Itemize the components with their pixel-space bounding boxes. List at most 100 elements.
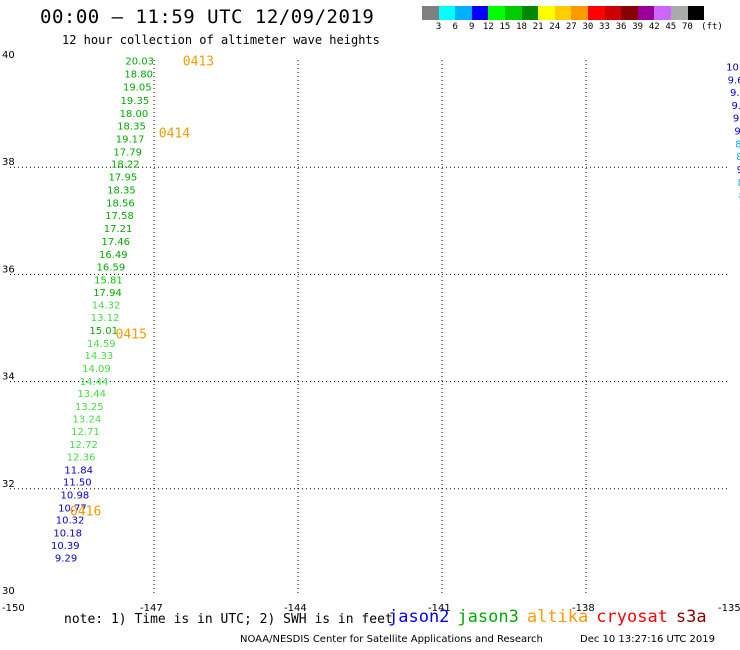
color-swatch xyxy=(637,6,655,20)
pass-id-label: 0415 xyxy=(116,328,147,343)
swh-value-label: 10.18 xyxy=(53,529,82,540)
swh-value-label: 11.84 xyxy=(64,465,93,476)
swh-value-label: 9.06 xyxy=(737,165,740,176)
lat-tick-label: 36 xyxy=(2,264,15,275)
swh-value-label: 19.05 xyxy=(123,83,152,94)
color-scale-label: 45 xyxy=(665,22,677,32)
color-swatch xyxy=(621,6,638,20)
lon-tick-label: -150 xyxy=(2,603,25,614)
lon-tick-label: -144 xyxy=(284,603,307,614)
swh-value-label: 19.17 xyxy=(116,135,145,146)
satellite-legend-item: s3a xyxy=(675,607,707,627)
swh-value-label: 18.00 xyxy=(120,109,149,120)
color-swatch xyxy=(471,6,489,20)
swh-value-label: 14.09 xyxy=(82,364,111,375)
swh-value-label: 10.77 xyxy=(58,503,87,514)
swh-value-label: 8.69 xyxy=(735,139,740,150)
swh-value-label: 12.36 xyxy=(67,452,96,463)
swh-value-label: 15.81 xyxy=(94,276,123,287)
color-scale-label: 12 xyxy=(482,22,494,32)
color-swatch xyxy=(422,6,439,20)
color-scale-label: (ft) xyxy=(701,22,723,32)
swh-value-label: 14.33 xyxy=(85,351,114,362)
swh-value-label: 11.50 xyxy=(63,478,92,489)
swh-value-label: 18.56 xyxy=(106,198,135,209)
color-swatch xyxy=(670,6,688,20)
satellite-legend-item: jason3 xyxy=(457,607,519,627)
swh-value-label: 8.67 xyxy=(738,178,740,189)
swh-value-label: 18.22 xyxy=(111,160,140,171)
color-scale-label: 18 xyxy=(516,22,527,32)
swh-value-label: 18.80 xyxy=(124,70,153,81)
swh-value-label: 8.75 xyxy=(739,191,740,202)
satellite-legend-item: altika xyxy=(526,607,589,627)
pass-id-label: 0414 xyxy=(159,127,190,142)
color-scale-label: 27 xyxy=(565,22,577,32)
swh-value-label: 8.32 xyxy=(736,152,740,163)
color-swatch xyxy=(488,6,505,20)
lon-tick-label: -147 xyxy=(140,603,163,614)
credit-line: NOAA/NESDIS Center for Satellite Applica… xyxy=(240,634,543,645)
swh-value-label: 9.89 xyxy=(733,114,740,125)
color-swatch xyxy=(654,6,671,20)
color-swatch xyxy=(538,6,555,20)
swh-value-label: 9.79 xyxy=(730,88,740,99)
swh-value-label: 16.59 xyxy=(97,263,126,274)
color-scale-label: 36 xyxy=(615,22,627,32)
color-scale-labels: 3 6 9 12 15 18 21 24 27 30 33 36 39 42 45 70 (ft) xyxy=(422,22,740,34)
color-scale-bar xyxy=(422,6,705,20)
swh-value-label: 17.21 xyxy=(104,224,133,235)
swh-value-label: 14.59 xyxy=(87,339,116,350)
page-title: 00:00 – 11:59 UTC 12/09/2019 xyxy=(40,6,375,28)
pass-id-label: 0413 xyxy=(183,54,214,69)
lon-tick-label: -141 xyxy=(428,603,451,614)
satellite-legend-item: cryosat xyxy=(596,607,668,627)
color-scale-label: 30 xyxy=(582,22,594,32)
swh-value-label: 13.44 xyxy=(77,389,106,400)
swh-value-label: 12.71 xyxy=(71,427,100,438)
color-swatch xyxy=(554,6,572,20)
swh-value-label: 16.49 xyxy=(99,250,128,261)
swh-value-label: 9.35 xyxy=(731,101,740,112)
swh-value-label: 10.98 xyxy=(61,490,90,501)
footer-note: note: 1) Time is in UTC; 2) SWH is in fe… xyxy=(64,612,393,627)
lat-tick-label: 38 xyxy=(2,157,15,168)
color-scale-label: 21 xyxy=(532,22,544,32)
pass-id-label: 0416 xyxy=(70,505,101,520)
generated-timestamp: Dec 10 13:27:16 UTC 2019 xyxy=(580,634,715,645)
swh-value-label: 17.58 xyxy=(105,211,134,222)
color-swatch xyxy=(504,6,522,20)
swh-value-label: 10.38 xyxy=(726,63,740,74)
lat-tick-label: 40 xyxy=(2,50,15,61)
color-swatch xyxy=(438,6,456,20)
swh-value-label: 18.35 xyxy=(117,122,146,133)
color-swatch xyxy=(587,6,605,20)
color-scale-label: 33 xyxy=(599,22,610,32)
swh-value-label: 20.03 xyxy=(125,56,154,67)
swh-value-label: 13.12 xyxy=(91,313,120,324)
color-scale-label: 3 xyxy=(435,22,442,32)
satellite-legend-item: jason2 xyxy=(388,607,450,627)
swh-value-label: 17.79 xyxy=(113,147,142,158)
swh-value-label: 9.66 xyxy=(728,76,740,87)
swh-value-label: 13.24 xyxy=(73,414,102,425)
swh-value-label: 18.35 xyxy=(107,185,136,196)
swh-value-label: 12.72 xyxy=(69,440,98,451)
color-swatch xyxy=(571,6,588,20)
lat-tick-label: 34 xyxy=(2,372,15,383)
swh-value-label: 17.95 xyxy=(109,173,138,184)
lon-tick-label: -135 xyxy=(718,603,740,614)
swh-value-label: 14.32 xyxy=(92,301,121,312)
color-swatch xyxy=(455,6,472,20)
color-swatch xyxy=(604,6,622,20)
color-scale-label: 9 xyxy=(469,22,475,32)
color-scale-label: 39 xyxy=(632,22,644,32)
lon-tick-label: -138 xyxy=(572,603,595,614)
color-scale-label: 6 xyxy=(452,22,458,32)
swh-value-label: 10.39 xyxy=(51,541,80,552)
lat-tick-label: 30 xyxy=(2,586,15,597)
swh-value-label: 9.29 xyxy=(55,554,77,565)
lat-tick-label: 32 xyxy=(2,479,15,490)
swh-value-label: 10.32 xyxy=(56,516,85,527)
